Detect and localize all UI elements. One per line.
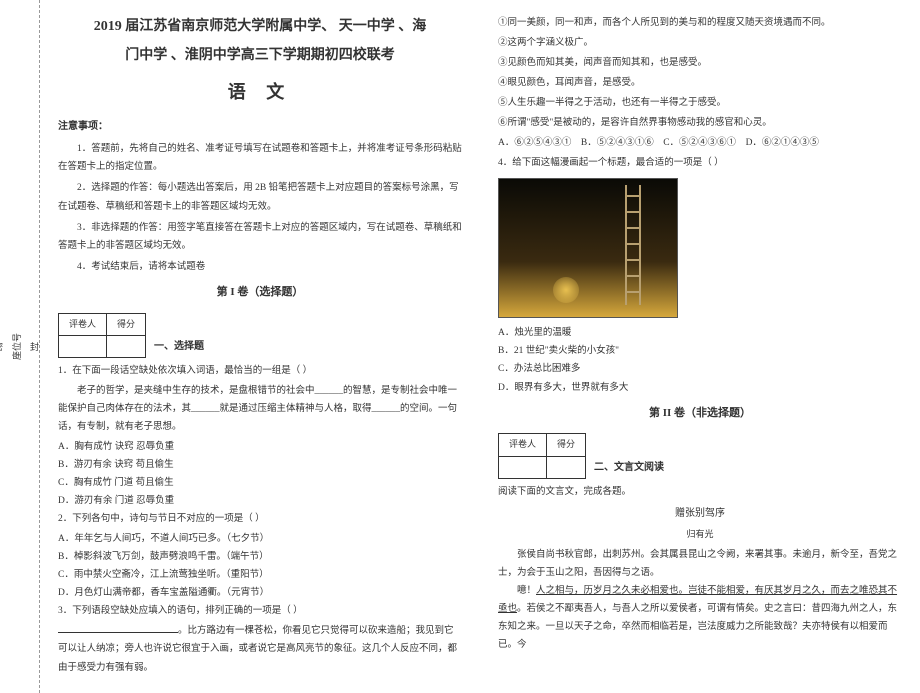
notice-item: 3．非选择题的作答：用签字笔直接答在答题卡上对应的答题区域内，写在试题卷、草稿纸… [58,219,462,255]
q3-opt-a: A．⑥②⑤④③① [498,138,571,148]
score-cell [547,456,586,478]
q4-opt-a: A．烛光里的温暖 [498,324,902,342]
strip-marker: 密 [0,340,3,353]
part-1-label: 一、选择题 [154,337,204,356]
reading-figure-icon [553,277,579,303]
article-title: 赠张别驾序 [498,504,902,523]
q3-options-row: A．⑥②⑤④③① B．⑤②④③①⑥ C．⑤②④③⑥① D．⑥②①④③⑤ [498,134,902,152]
part-2-label: 二、文言文阅读 [594,458,664,477]
score-cell [499,456,547,478]
q3-item-6: ⑥所谓"感受"是被动的，是容许自然界事物感动我的感官和心灵。 [498,114,902,132]
score-header-reviewer: 评卷人 [59,313,107,335]
q1-stem: 1．在下面一段话空缺处依次填入词语，最恰当的一组是（ ） [58,362,462,380]
content-area: 2019 届江苏省南京师范大学附属中学、 天一中学 、海 门中学 、淮阴中学高三… [40,0,920,693]
q2-opt-c: C．雨中禁火空斋冷，江上流莺独坐听。（重阳节） [58,566,462,584]
q3-item-4: ④眼见颜色，耳闻声音，是感受。 [498,74,902,92]
q3-item-5: ⑤人生乐趣一半得之于活动，也还有一半得之于感受。 [498,94,902,112]
q3-item-3: ③见颜色而知其美，闻声音而知其和，也是感受。 [498,54,902,72]
article-p2: 噫！人之相与，历岁月之久未必相爱也。岂徒不能相爱，有厌其岁月之久，而去之唯恐其不… [498,582,902,654]
q3-item-1: ①同一美颜，同一和声，而各个人所见到的美与和的程度又随天资境遇而不同。 [498,14,902,32]
q3-opt-b: B．⑤②④③①⑥ [581,138,654,148]
score-header-score: 得分 [547,434,586,456]
score-row-2: 评卷人 得分 二、文言文阅读 [498,429,902,482]
score-row: 评卷人 得分 一、选择题 [58,309,462,362]
article-author: 归有光 [498,526,902,543]
q1-opt-d: D．游刃有余 门道 忍辱负重 [58,492,462,510]
q4-stem: 4．给下面这幅漫画起一个标题，最合适的一项是（ ） [498,154,902,172]
q3-body: 。比方路边有一棵苍松，你看见它只觉得可以砍来造船；我见到它可以让人纳凉；旁人也许… [58,622,462,676]
right-column: ①同一美颜，同一和声，而各个人所见到的美与和的程度又随天资境遇而不同。 ②这两个… [480,0,920,693]
q4-cartoon-image [498,178,678,318]
q2-opt-a: A．年年乞与人间巧，不道人间巧已多。（七夕节） [58,530,462,548]
q4-opt-d: D．眼界有多大，世界就有多大 [498,379,902,397]
score-header-score: 得分 [107,313,146,335]
q4-opt-c: C．办法总比困难多 [498,360,902,378]
article-p1: 张侯自尚书秋官郎，出刺苏州。会其属县昆山之令阙，来署其事。未逾月，新令至，吾党之… [498,546,902,582]
q3-opt-d: D．⑥②①④③⑤ [746,138,819,148]
notice-item: 1．答题前，先将自己的姓名、准考证号填写在试题卷和答题卡上，并将准考证号条形码粘… [58,140,462,176]
section-2-heading: 第 II 卷（非选择题） [498,403,902,424]
q3-stem: 3．下列语段空缺处应填入的语句，排列正确的一项是（ ） [58,602,462,620]
score-cell [59,335,107,357]
q2-opt-d: D．月色灯山满帝都，香车宝盖隘通衢。（元宵节） [58,584,462,602]
q1-opt-b: B．游刃有余 诀窍 苟且偷生 [58,456,462,474]
score-table: 评卷人 得分 [498,433,586,478]
notice-heading: 注意事项： [58,117,462,136]
exam-title-line2: 门中学 、淮阴中学高三下学期期初四校联考 [58,43,462,70]
strip-label-seat: 座位号 [10,333,23,360]
left-column: 2019 届江苏省南京师范大学附属中学、 天一中学 、海 门中学 、淮阴中学高三… [40,0,480,693]
notice-item: 2．选择题的作答：每小题选出答案后，用 2B 铅笔把答题卡上对应题目的答案标号涂… [58,179,462,215]
q2-stem: 2．下列各句中，诗句与节日不对应的一项是（ ） [58,510,462,528]
q3-opt-c: C．⑤②④③⑥① [663,138,736,148]
page-root: 封 座位号 密 考场号 不 订 准考证号 只 卷 姓名 此 班级 2019 届江… [0,0,920,693]
ladder-icon [623,185,643,305]
q3-item-2: ②这两个字涵义极广。 [498,34,902,52]
subject-title: 语 文 [58,75,462,109]
section-1-heading: 第 I 卷（选择题） [58,282,462,303]
q1-opt-a: A．胸有成竹 诀窍 忍辱负重 [58,438,462,456]
exam-title-line1: 2019 届江苏省南京师范大学附属中学、 天一中学 、海 [58,14,462,41]
score-cell [107,335,146,357]
article-p2-post: 。若侯之不鄙夷吾人，与吾人之所以爱侯者，可谓有情矣。史之言曰：昔四海九州之人，东… [498,604,897,650]
q2-opt-b: B．棹影斜波飞万剑，鼓声劈浪鸣千雷。（端午节） [58,548,462,566]
q4-opt-b: B．21 世纪"卖火柴的小女孩" [498,342,902,360]
notice-item: 4．考试结束后，请将本试题卷 [58,258,462,276]
q1-body: 老子的哲学，是夹缝中生存的技术，是盘根错节的社会中______的智慧，是专制社会… [58,382,462,436]
score-header-reviewer: 评卷人 [499,434,547,456]
reading-intro: 阅读下面的文言文，完成各题。 [498,483,902,501]
blank-fill [58,623,178,633]
score-table: 评卷人 得分 [58,313,146,358]
q1-opt-c: C．胸有成竹 门道 苟且偷生 [58,474,462,492]
binding-strip: 封 座位号 密 考场号 不 订 准考证号 只 卷 姓名 此 班级 [0,0,40,693]
strip-marker: 封 [30,340,39,353]
article-p2-pre: 噫！ [517,586,536,596]
